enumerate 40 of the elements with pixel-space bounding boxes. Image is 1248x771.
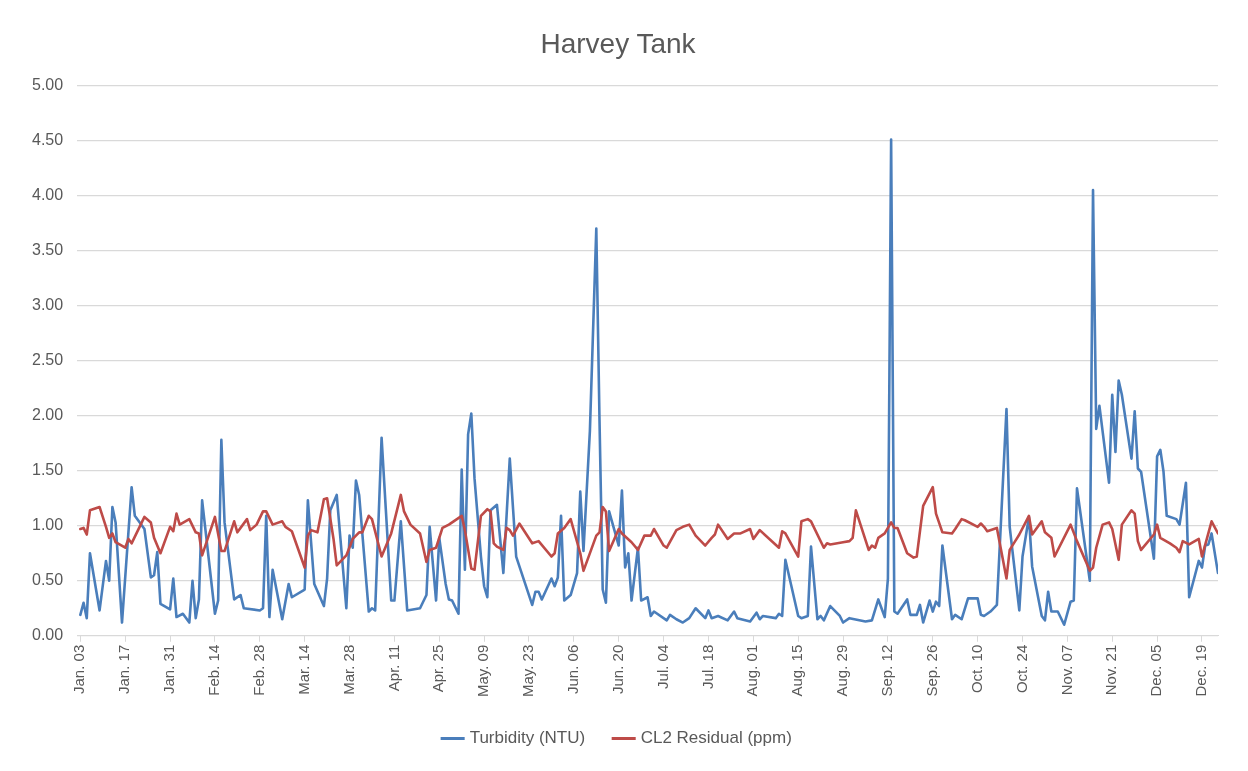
x-tick-label: Apr. 11 <box>384 644 402 692</box>
x-tick-label: Apr. 25 <box>429 644 447 693</box>
x-tick-label: Nov. 21 <box>1102 644 1120 696</box>
x-tick-label: Jul. 18 <box>698 644 716 689</box>
x-tick-label: Mar. 28 <box>339 644 357 695</box>
x-tick-label: Mar. 14 <box>294 644 312 695</box>
x-tick-label: Nov. 07 <box>1057 644 1075 696</box>
x-tick-label: Jan. 17 <box>115 644 133 694</box>
x-tick-label: Aug. 15 <box>788 644 806 697</box>
x-tick-label: Aug. 29 <box>833 644 851 697</box>
x-tick-label: May. 09 <box>474 644 492 698</box>
x-tick-label: Jun. 06 <box>564 644 581 694</box>
chart-title: Harvey Tank <box>540 27 697 59</box>
x-tick-label: Oct. 24 <box>1012 644 1030 694</box>
x-tick-label: Jan. 03 <box>70 644 88 694</box>
y-tick-label: 3.00 <box>32 296 64 314</box>
x-tick-label: Sep. 12 <box>878 644 896 697</box>
x-tick-label: Jan. 31 <box>160 644 178 694</box>
y-tick-label: 0.00 <box>32 626 64 644</box>
x-tick-label: May. 23 <box>519 644 537 698</box>
x-tick-label: Feb. 28 <box>249 644 267 696</box>
x-tick-label: Feb. 14 <box>205 644 223 696</box>
x-tick-label: Dec. 19 <box>1192 644 1210 697</box>
y-tick-label: 1.50 <box>32 461 64 479</box>
x-tick-label: Oct. 10 <box>967 644 985 694</box>
x-tick-label: Jun. 20 <box>608 644 626 694</box>
y-tick-label: 4.50 <box>32 131 64 149</box>
x-tick-label: Sep. 26 <box>922 644 940 697</box>
y-tick-label: 1.00 <box>32 516 64 534</box>
y-tick-label: 0.50 <box>32 571 64 589</box>
y-tick-label: 2.50 <box>32 351 64 369</box>
x-tick-label: Dec. 05 <box>1147 644 1165 697</box>
legend-label: Turbidity (NTU) <box>469 728 586 748</box>
x-tick-label: Jul. 04 <box>653 644 671 689</box>
y-tick-label: 3.50 <box>32 241 64 259</box>
legend-label: CL2 Residual (ppm) <box>640 728 792 748</box>
y-tick-label: 5.00 <box>32 76 64 94</box>
y-tick-label: 4.00 <box>32 186 64 204</box>
y-tick-label: 2.00 <box>32 406 64 424</box>
x-tick-label: Aug. 01 <box>743 644 761 697</box>
